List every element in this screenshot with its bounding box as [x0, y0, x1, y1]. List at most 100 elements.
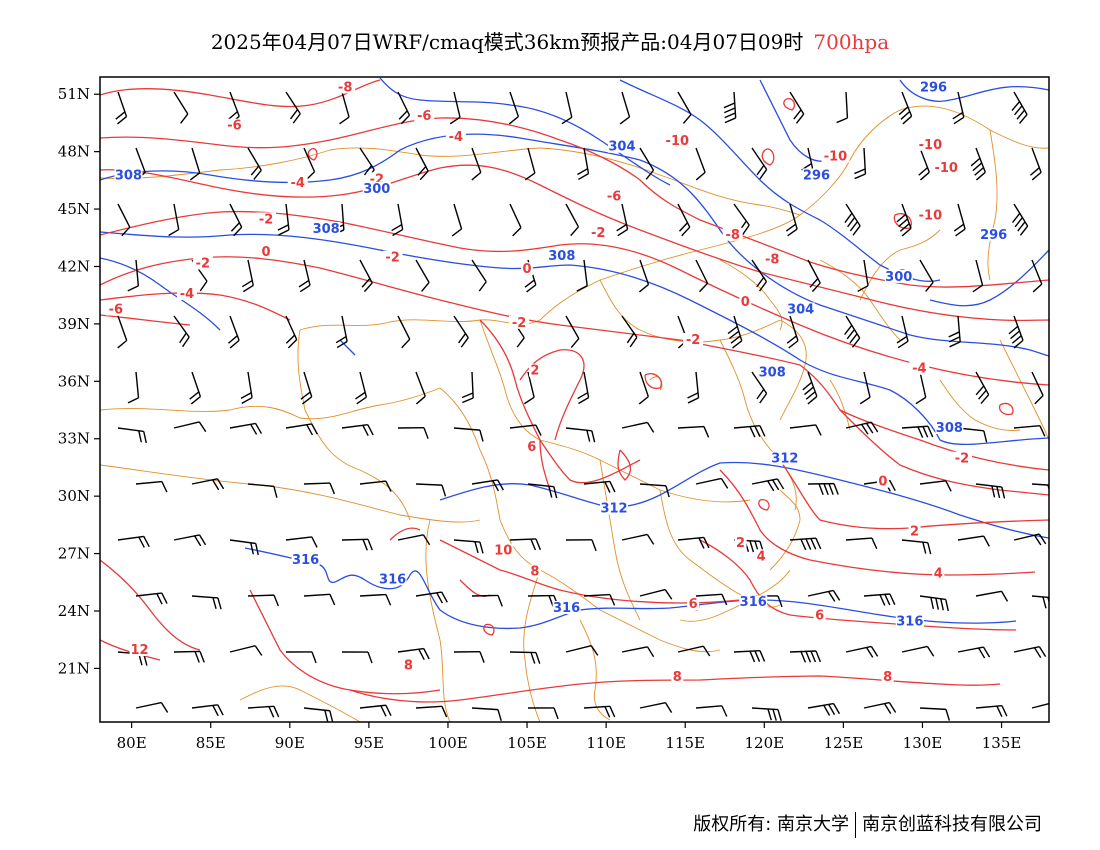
- temperature-label: 0: [878, 475, 887, 490]
- height-label-bg: [802, 168, 831, 182]
- wind-barb: [397, 534, 431, 546]
- wind-barb: [303, 593, 336, 606]
- temperature-label: -10: [666, 134, 690, 149]
- footer-separator: [855, 812, 856, 838]
- wind-barb: [359, 593, 392, 606]
- wind-barb: [168, 203, 180, 237]
- lat-tick-label: 42N: [58, 257, 90, 275]
- wind-barb: [247, 594, 280, 607]
- wind-barb: [751, 259, 768, 292]
- wind-barb: [975, 590, 1009, 602]
- wind-barb: [117, 203, 131, 237]
- wind-barb: [524, 147, 536, 181]
- temperature-label: 8: [404, 658, 413, 673]
- temperature-label: -2: [512, 316, 526, 331]
- temperature-label-bg: [402, 658, 415, 672]
- wind-barb: [298, 259, 311, 293]
- height-label-bg: [770, 451, 799, 465]
- temperature-label-bg: [687, 597, 700, 611]
- wind-barb: [863, 593, 896, 606]
- temperature-label-bg: [916, 137, 945, 151]
- temperature-label: -10: [934, 161, 958, 176]
- wind-barb: [896, 203, 912, 237]
- temperature-label-bg: [683, 333, 704, 347]
- wind-barb: [277, 203, 290, 236]
- height-label-bg: [786, 302, 815, 316]
- temperature-label-bg: [909, 361, 930, 375]
- wind-barb: [341, 538, 373, 551]
- temperature-label-bg: [671, 669, 684, 683]
- height-label: 304: [787, 302, 814, 317]
- wind-barb: [975, 371, 990, 405]
- wind-barb: [639, 483, 670, 498]
- temperature-label-bg: [335, 80, 356, 94]
- wind-barb: [285, 423, 318, 436]
- wind-barb: [135, 592, 168, 605]
- wind-barb: [975, 704, 1008, 717]
- temperature-label-bg: [762, 252, 783, 266]
- height-label: 312: [600, 501, 627, 516]
- wind-barb: [836, 91, 849, 124]
- lat-tick-label: 21N: [58, 659, 90, 677]
- temperature-label-bg: [414, 109, 435, 123]
- wind-barb: [415, 259, 430, 292]
- wind-barb: [807, 482, 839, 496]
- wind-barb: [509, 538, 542, 551]
- lon-tick-label: 85E: [196, 734, 226, 752]
- wind-barb: [616, 203, 629, 237]
- temperature-label-bg: [734, 535, 747, 549]
- temperature-label: 8: [673, 670, 682, 685]
- wind-barb: [919, 259, 934, 292]
- height-label-bg: [291, 553, 320, 567]
- wind-barb: [677, 91, 692, 124]
- temperature-label-bg: [176, 287, 197, 301]
- temperature-label-bg: [932, 566, 945, 580]
- height-label: 316: [740, 595, 767, 610]
- wind-barb: [639, 588, 673, 600]
- temperature-label: -6: [607, 189, 621, 204]
- wind-barb: [677, 425, 710, 438]
- temperature-label: 10: [494, 544, 512, 559]
- temperature-label-bg: [813, 608, 826, 622]
- temperature-label-bg: [525, 440, 538, 454]
- wind-barb: [509, 424, 542, 436]
- temperature-label: -8: [765, 253, 779, 268]
- wind-barb: [919, 480, 952, 492]
- height-label: 300: [885, 270, 912, 285]
- wind-barb: [127, 259, 140, 292]
- wind-barb: [359, 704, 392, 717]
- wind-barb: [300, 371, 313, 405]
- wind-barb: [359, 259, 373, 293]
- wind-barb: [751, 147, 768, 180]
- wind-barb: [565, 315, 580, 348]
- wind-barb: [173, 534, 207, 547]
- wind-barb: [919, 595, 949, 612]
- wind-barb: [1011, 203, 1029, 236]
- temperature-label: -10: [919, 138, 943, 153]
- wind-barb: [583, 705, 616, 718]
- wind-barb: [303, 482, 336, 495]
- wind-barb: [789, 424, 822, 436]
- wind-barb: [341, 423, 374, 437]
- wind-barb: [786, 315, 799, 349]
- wind-barb: [687, 371, 700, 404]
- temperature-label: 2: [736, 536, 745, 551]
- height-label-bg: [919, 80, 948, 94]
- wind-barb: [341, 651, 373, 664]
- height-label-bg: [600, 501, 629, 515]
- temperature-label: 6: [527, 440, 536, 455]
- wind-barb: [695, 705, 728, 717]
- wind-barb: [1031, 259, 1043, 293]
- wind-barb: [397, 315, 411, 349]
- wind-barb: [583, 593, 616, 606]
- wind-barb: [583, 480, 616, 493]
- wind-barb: [854, 147, 867, 180]
- temperature-label-bg: [588, 225, 609, 239]
- height-label: 308: [936, 421, 963, 436]
- wind-barb: [953, 203, 966, 237]
- temperature-label: 0: [741, 295, 750, 310]
- height-label-bg: [362, 181, 391, 195]
- height-label-bg: [547, 248, 576, 262]
- wind-barb: [285, 651, 317, 664]
